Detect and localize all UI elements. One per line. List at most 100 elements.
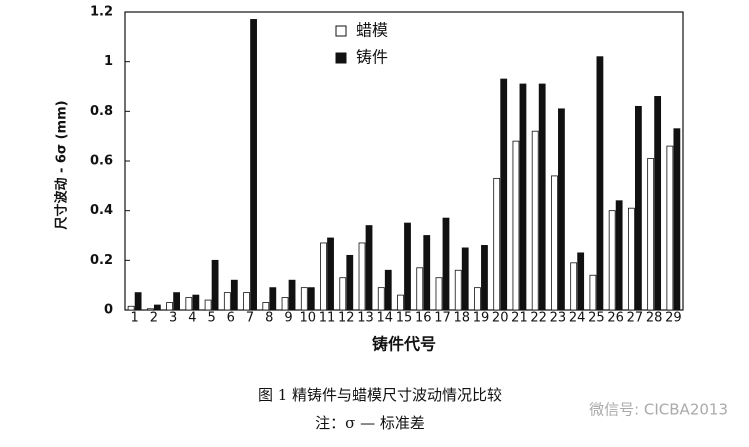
bar	[134, 292, 142, 311]
bar	[589, 274, 597, 311]
x-tick-label: 15	[396, 311, 413, 326]
bar	[615, 200, 623, 311]
bar	[481, 245, 488, 311]
bar	[166, 302, 174, 311]
x-tick-label: 12	[338, 311, 355, 326]
x-tick-label: 11	[319, 311, 336, 326]
bar	[474, 287, 481, 311]
x-tick-label: 27	[627, 311, 644, 326]
bar	[288, 279, 296, 311]
x-tick-label: 2	[150, 311, 158, 326]
bar	[384, 269, 392, 311]
x-tick-label: 5	[207, 311, 215, 326]
legend-swatch	[335, 25, 347, 37]
bar	[185, 297, 193, 311]
bar	[250, 19, 257, 311]
x-tick-label: 16	[415, 311, 432, 326]
bar	[153, 304, 161, 311]
x-tick-label: 21	[511, 311, 528, 326]
bar	[627, 207, 635, 311]
bar	[596, 56, 604, 311]
y-tick-label: 0.4	[90, 203, 113, 218]
x-tick-label: 24	[569, 311, 586, 326]
bar	[570, 262, 578, 311]
x-tick-label: 18	[453, 311, 470, 326]
bar	[608, 210, 616, 311]
y-axis-label: 尺寸波动 - 6σ (mm)	[54, 100, 70, 229]
bar	[223, 292, 231, 311]
x-tick-label: 29	[665, 311, 682, 326]
bar	[666, 145, 674, 311]
bar	[538, 83, 546, 311]
bar	[397, 294, 404, 311]
bar	[512, 140, 520, 311]
note: 注：σ — 标准差	[315, 414, 425, 432]
x-tick-label: 14	[376, 311, 393, 326]
y-tick-label: 1.2	[90, 5, 113, 20]
x-tick-label: 19	[473, 311, 490, 326]
bar	[127, 305, 135, 311]
x-tick-label: 26	[607, 311, 624, 326]
x-tick-label: 25	[588, 311, 605, 326]
bar	[461, 247, 469, 311]
x-tick-label: 6	[227, 311, 235, 326]
bar	[577, 252, 585, 311]
bar	[519, 83, 527, 311]
x-tick-label: 1	[130, 311, 138, 326]
bar	[243, 292, 250, 311]
x-tick-label: 4	[188, 311, 196, 326]
x-tick-label: 22	[530, 311, 547, 326]
bar	[204, 299, 212, 311]
x-tick-label: 17	[434, 311, 451, 326]
bar	[173, 292, 181, 311]
bar	[493, 177, 501, 311]
legend-label: 蜡模	[356, 21, 388, 40]
x-tick-label: 13	[357, 311, 374, 326]
bar	[454, 269, 462, 311]
bar	[281, 297, 289, 311]
bar	[647, 158, 655, 311]
bar	[192, 294, 200, 311]
x-tick-label: 23	[550, 311, 567, 326]
legend-swatch	[335, 52, 347, 64]
bar	[551, 175, 558, 311]
bar	[442, 217, 450, 311]
bar	[269, 287, 277, 311]
bar	[673, 128, 681, 311]
x-tick-label: 8	[265, 311, 273, 326]
bar	[320, 242, 327, 311]
bar	[346, 254, 354, 311]
bar	[300, 287, 308, 311]
x-axis-label: 铸件代号	[372, 335, 436, 354]
bar	[435, 277, 443, 311]
x-tick-label: 7	[246, 311, 254, 326]
bar	[339, 277, 347, 311]
y-tick-label: 1	[104, 54, 113, 69]
bar	[377, 287, 385, 311]
legend-label: 铸件	[356, 48, 388, 67]
y-tick-label: 0.8	[90, 104, 113, 119]
bar	[327, 237, 334, 311]
bar	[365, 225, 373, 311]
bar	[531, 130, 539, 311]
x-tick-label: 9	[284, 311, 292, 326]
x-tick-label: 20	[492, 311, 509, 326]
y-tick-label: 0.6	[90, 154, 113, 169]
bar	[211, 259, 219, 311]
bar	[558, 108, 565, 311]
bar	[500, 78, 508, 311]
y-tick-label: 0.2	[90, 253, 113, 268]
watermark: 微信号: CICBA2013	[589, 401, 728, 419]
bar	[262, 302, 270, 311]
bar	[416, 267, 424, 311]
y-tick-label: 0	[104, 303, 113, 318]
bar	[634, 105, 642, 311]
bar	[654, 96, 662, 311]
x-tick-label: 3	[169, 311, 177, 326]
x-tick-label: 28	[646, 311, 663, 326]
bar	[146, 308, 154, 311]
x-tick-label: 10	[300, 311, 317, 326]
bar	[358, 242, 366, 311]
bar	[423, 235, 431, 311]
